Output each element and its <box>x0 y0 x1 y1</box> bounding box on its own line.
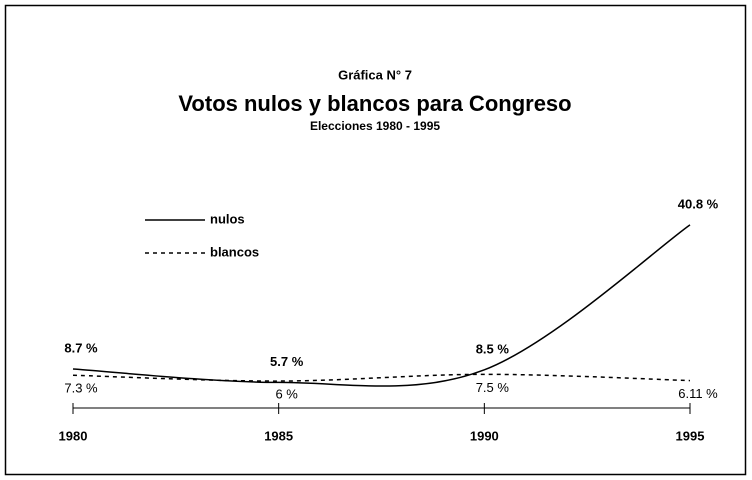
x-tick-label: 1995 <box>676 428 705 443</box>
chart-subtitle: Votos nulos y blancos para Congreso <box>178 91 571 116</box>
value-label: 8.7 % <box>64 340 98 355</box>
line-1 <box>72 373 691 382</box>
value-label: 7.5 % <box>476 380 510 395</box>
x-tick-label: 1990 <box>470 428 499 443</box>
value-label: 5.7 % <box>270 354 304 369</box>
chart-frame <box>4 4 747 476</box>
chart-title: Gráfica N° 7 <box>338 67 412 82</box>
value-label: 40.8 % <box>678 196 719 211</box>
legend-label: nulos <box>210 211 245 226</box>
x-tick-label: 1980 <box>59 428 88 443</box>
x-tick-label: 1985 <box>264 428 293 443</box>
value-label: 6.11 % <box>678 386 718 401</box>
value-label: 7.3 % <box>64 381 98 396</box>
legend-label: blancos <box>210 244 259 259</box>
value-label: 6 % <box>275 387 298 402</box>
line-0 <box>72 224 691 387</box>
value-label: 8.5 % <box>476 341 510 356</box>
chart-annotation: Elecciones 1980 - 1995 <box>310 119 440 133</box>
